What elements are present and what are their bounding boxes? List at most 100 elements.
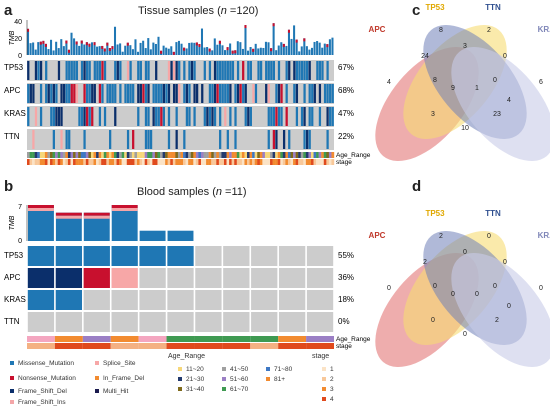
age-track-cell xyxy=(121,152,125,158)
panel-b-tmb-label: TMB xyxy=(9,215,16,230)
matrix-cell xyxy=(275,107,278,126)
tmb-bar-segment xyxy=(27,28,30,32)
tmb-bar xyxy=(267,42,270,55)
tmb-bar xyxy=(139,230,166,241)
stage-track-cell xyxy=(295,159,299,165)
matrix-cell xyxy=(208,84,212,103)
stage-track-cell xyxy=(85,159,89,165)
matrix-cell xyxy=(234,84,237,103)
stage-track-cell xyxy=(303,159,307,165)
matrix-cell xyxy=(226,84,229,103)
tmb-bar xyxy=(282,43,285,55)
tmb-bar-segment xyxy=(264,41,267,55)
tmb-bar-segment xyxy=(249,47,252,55)
age-track-cell xyxy=(96,152,99,158)
age-track-cell xyxy=(73,152,76,158)
tmb-bar xyxy=(323,43,326,55)
tmb-bar xyxy=(195,42,198,55)
matrix-cell xyxy=(303,130,306,149)
tmb-bar-segment xyxy=(85,42,88,55)
matrix-cell xyxy=(190,61,194,80)
stage-track-cell xyxy=(326,159,330,165)
stage-track-cell xyxy=(218,159,222,165)
stage-track-cell xyxy=(222,343,251,349)
tmb-bar xyxy=(57,48,60,55)
matrix-cell xyxy=(234,130,237,149)
matrix-cell xyxy=(216,84,219,103)
tmb-bar xyxy=(142,40,145,55)
venn-ellipse xyxy=(451,47,550,161)
tmb-bar-segment xyxy=(83,215,110,219)
stage-track-cell xyxy=(138,343,167,349)
tmb-bar-segment xyxy=(157,36,160,55)
age-track-cell xyxy=(27,336,55,342)
panel-a-gene-pct: 47% xyxy=(338,109,354,118)
panel-a-gene-label: KRAS xyxy=(4,109,26,118)
tmb-bar xyxy=(331,37,334,55)
legend-item: In_Frame_Del xyxy=(95,375,145,382)
venn-count: 0 xyxy=(493,283,497,290)
matrix-cell xyxy=(280,84,283,103)
tmb-bar-segment xyxy=(57,48,60,55)
panel-b-gene-pct: 55% xyxy=(338,251,354,260)
tmb-bar xyxy=(83,44,86,55)
stage-track-cell xyxy=(280,159,284,165)
venn-count: 10 xyxy=(461,125,469,132)
matrix-cell xyxy=(152,107,155,126)
tmb-bar-segment xyxy=(229,43,232,55)
tmb-bar xyxy=(167,230,194,241)
stage-track-cell xyxy=(34,159,38,165)
matrix-cell xyxy=(78,107,81,126)
venn-count: 0 xyxy=(487,233,491,240)
age-track-cell xyxy=(82,336,111,342)
tmb-bar-segment xyxy=(88,43,91,55)
matrix-cell xyxy=(111,268,138,288)
matrix-cell xyxy=(124,84,127,103)
matrix-cell xyxy=(223,246,250,266)
legend-swatch xyxy=(178,377,182,381)
matrix-cell xyxy=(57,61,61,80)
panel-b-tmb-tick-top: 7 xyxy=(18,204,22,211)
age-track-cell xyxy=(78,152,81,158)
legend-item: 31~40 xyxy=(178,386,205,393)
tmb-bar-segment xyxy=(180,43,183,55)
venn-count: 6 xyxy=(539,79,543,86)
matrix-cell xyxy=(303,61,306,80)
tmb-bar xyxy=(157,36,160,55)
age-track-cell xyxy=(83,152,87,158)
panel-b-tmb-bars xyxy=(28,205,194,241)
tmb-bar xyxy=(111,205,138,241)
tmb-bar-segment xyxy=(272,23,275,27)
age-track-cell xyxy=(170,152,174,158)
panel-a-tmb-tick-top: 40 xyxy=(14,19,22,26)
tmb-bar xyxy=(52,50,55,55)
tmb-bar xyxy=(70,32,73,55)
tmb-bar-segment xyxy=(80,40,83,55)
tmb-bar-segment xyxy=(172,51,175,55)
tmb-bar-segment xyxy=(83,44,86,55)
age-track-cell xyxy=(52,152,56,158)
matrix-cell xyxy=(155,84,158,103)
stage-track-cell xyxy=(229,159,232,165)
matrix-cell xyxy=(47,84,50,103)
panel-a-letter: a xyxy=(4,2,13,19)
tmb-bar-segment xyxy=(244,25,247,29)
matrix-cell xyxy=(257,61,260,80)
stage-track-cell xyxy=(96,159,99,165)
age-track-cell xyxy=(272,152,276,158)
stage-track-cell xyxy=(247,159,250,165)
tmb-bar xyxy=(73,38,76,55)
age-track-cell xyxy=(280,152,284,158)
tmb-bar-segment xyxy=(121,51,124,55)
stage-track-cell xyxy=(331,159,335,165)
matrix-cell xyxy=(167,290,194,310)
matrix-cell xyxy=(219,130,222,149)
matrix-cell xyxy=(93,84,96,103)
stage-track-cell xyxy=(110,343,139,349)
tmb-bar xyxy=(198,44,201,55)
matrix-cell xyxy=(144,107,148,126)
tmb-bar xyxy=(93,42,96,55)
tmb-bar xyxy=(285,45,288,55)
matrix-cell xyxy=(39,107,43,126)
stage-track-cell xyxy=(172,159,176,165)
